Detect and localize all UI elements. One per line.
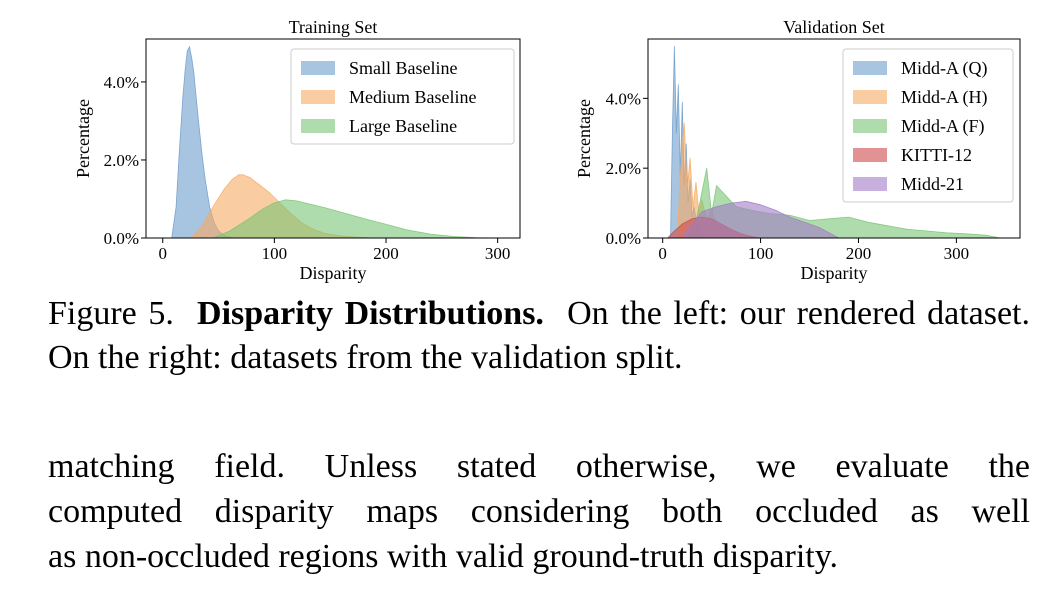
x-axis-label: Disparity xyxy=(300,263,367,283)
legend-label: Midd-A (F) xyxy=(901,116,985,137)
figure-5: 0 100 200 300 0.0% 2.0% 4.0% Training Set Dispar… xyxy=(73,17,1021,283)
y-tick-label: 2.0% xyxy=(606,159,641,178)
chart-panel-training: 0 100 200 300 0.0% 2.0% 4.0% Training Set Dispar… xyxy=(73,17,521,283)
legend-label: Midd-21 xyxy=(901,174,964,194)
y-axis-label: Percentage xyxy=(574,99,594,178)
y-tick-label: 4.0% xyxy=(104,73,139,92)
body-paragraph: matching field. Unless stated otherwise,… xyxy=(48,444,1030,579)
series-area xyxy=(212,199,498,239)
x-tick-label: 200 xyxy=(373,244,399,263)
y-tick-label: 0.0% xyxy=(104,229,139,248)
legend-swatch xyxy=(853,177,887,191)
plot-frame xyxy=(647,38,1021,239)
plot-frame xyxy=(145,38,521,239)
body-line: computed disparity maps considering both… xyxy=(48,493,1030,530)
chart-title: Training Set xyxy=(289,17,378,37)
legend-swatch xyxy=(853,148,887,162)
legend-label: Medium Baseline xyxy=(349,87,476,107)
legend-swatch xyxy=(301,119,335,133)
legend-box xyxy=(290,48,515,145)
x-tick-label: 100 xyxy=(748,244,774,263)
body-line: matching field. Unless stated otherwise,… xyxy=(48,448,1030,485)
x-tick-label: 0 xyxy=(658,244,667,263)
series-area xyxy=(681,200,840,239)
legend-label: Midd-A (Q) xyxy=(901,58,988,79)
legend-swatch xyxy=(301,90,335,104)
y-tick-label: 0.0% xyxy=(606,229,641,248)
legend-swatch xyxy=(853,61,887,75)
x-tick-label: 0 xyxy=(158,244,167,263)
caption-title: Disparity Distributions. xyxy=(197,295,544,332)
legend-label: Large Baseline xyxy=(349,116,457,136)
y-tick-label: 2.0% xyxy=(104,151,139,170)
x-tick-label: 200 xyxy=(846,244,872,263)
y-tick-label: 4.0% xyxy=(606,89,641,108)
x-axis-label: Disparity xyxy=(801,263,868,283)
chart-panel-validation: 0 100 200 300 0.0% 2.0% 4.0% Validation Set Disp… xyxy=(574,17,1021,283)
caption-text: On the left: our rendered dataset. On th… xyxy=(48,295,1030,376)
legend: Midd-A (Q) Midd-A (H) Midd-A (F) KITTI-12 Mi… xyxy=(842,48,1014,203)
legend: Small Baseline Medium Baseline Large Basel… xyxy=(290,48,515,145)
y-axis-label: Percentage xyxy=(73,99,93,178)
x-tick-label: 300 xyxy=(944,244,970,263)
legend-swatch xyxy=(853,90,887,104)
caption-label: Figure 5. xyxy=(48,295,174,332)
chart-title: Validation Set xyxy=(783,17,885,37)
x-tick-label: 100 xyxy=(262,244,288,263)
legend-label: KITTI-12 xyxy=(901,145,972,165)
legend-swatch xyxy=(301,61,335,75)
legend-swatch xyxy=(853,119,887,133)
body-line: as non-occluded regions with valid groun… xyxy=(48,538,839,575)
legend-label: Small Baseline xyxy=(349,58,457,78)
figure-caption: Figure 5. Disparity Distributions. On th… xyxy=(48,292,1030,380)
legend-label: Midd-A (H) xyxy=(901,87,988,108)
x-tick-label: 300 xyxy=(485,244,511,263)
legend-box xyxy=(842,48,1014,203)
